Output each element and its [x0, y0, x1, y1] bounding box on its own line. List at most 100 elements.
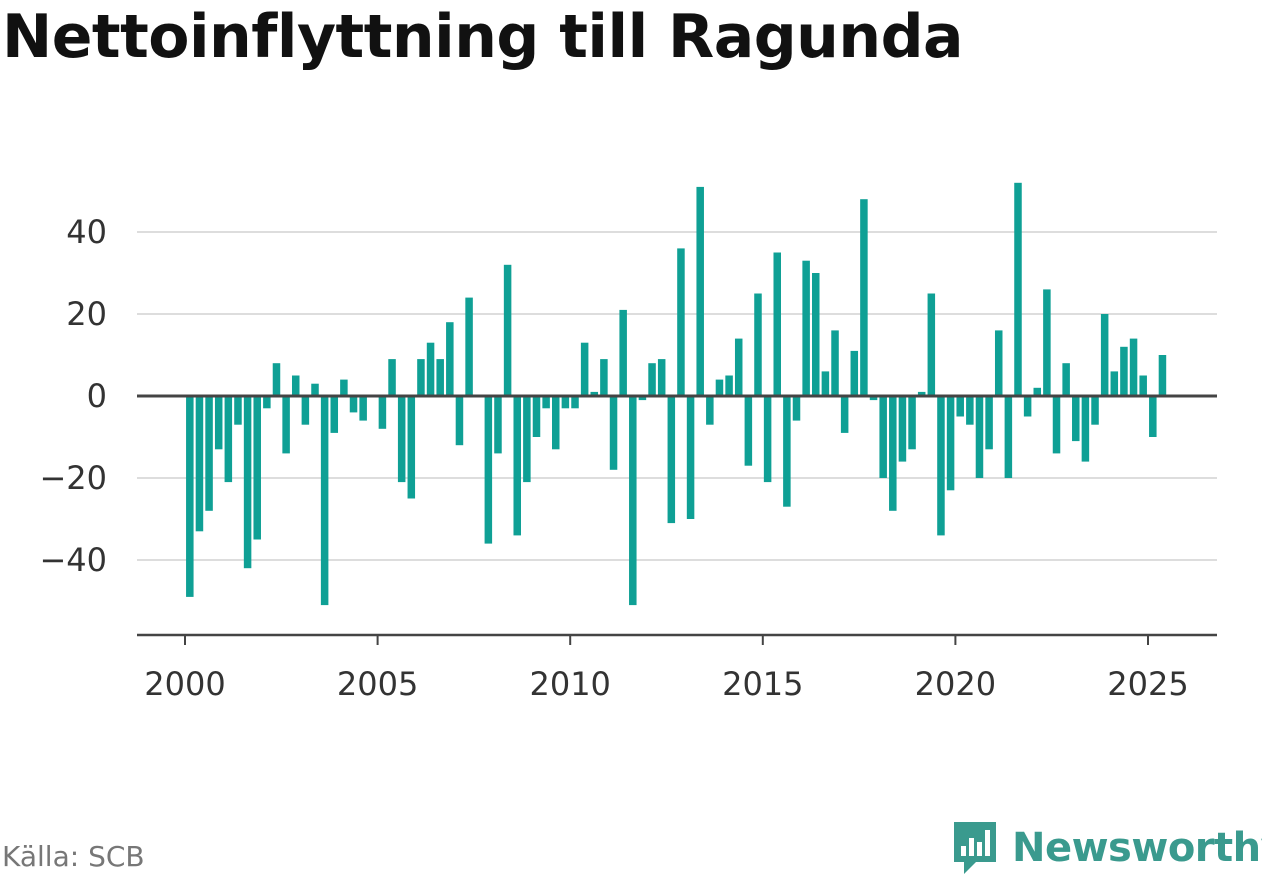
bar — [484, 396, 493, 544]
bars — [186, 182, 1167, 606]
bar — [754, 293, 762, 396]
bar — [291, 375, 300, 396]
bar — [956, 396, 964, 417]
bar — [417, 359, 425, 396]
bar — [1081, 396, 1090, 462]
bar — [253, 396, 261, 540]
bar — [532, 396, 541, 437]
bar — [1023, 396, 1032, 417]
bar — [715, 379, 724, 396]
bar — [1129, 338, 1138, 396]
newsworthy-logo[interactable]: Newsworthy — [950, 818, 1262, 878]
bar — [840, 396, 849, 433]
bar — [494, 396, 502, 454]
bar — [263, 396, 271, 409]
y-tick-label: 0 — [87, 377, 107, 415]
bar — [234, 396, 242, 425]
bar — [889, 396, 897, 511]
bar — [503, 264, 512, 396]
bar — [571, 396, 579, 409]
bar — [523, 396, 531, 483]
bar — [879, 396, 887, 478]
bar — [542, 396, 550, 409]
x-tick-label: 2000 — [144, 665, 225, 703]
y-tick-label: −20 — [39, 459, 107, 497]
bar — [465, 297, 473, 396]
bar — [340, 379, 348, 396]
bar — [696, 186, 704, 396]
bar — [243, 396, 252, 569]
bar — [937, 396, 945, 536]
bar — [590, 391, 599, 396]
bar — [388, 359, 396, 396]
x-tick-label: 2015 — [722, 665, 803, 703]
bar — [927, 293, 936, 396]
bar — [792, 396, 801, 421]
bar — [378, 396, 387, 429]
bar — [320, 396, 329, 606]
bar — [773, 252, 782, 396]
bar — [551, 396, 560, 450]
bar — [657, 359, 666, 396]
bar — [195, 396, 204, 532]
bar — [1004, 396, 1013, 478]
bar — [359, 396, 367, 421]
bar — [1072, 396, 1080, 442]
bar-chart-logo-icon — [954, 822, 996, 874]
bar — [821, 371, 830, 396]
bar — [1052, 396, 1061, 454]
bar — [802, 260, 810, 396]
bar — [1062, 363, 1070, 396]
x-tick-label: 2020 — [915, 665, 996, 703]
bar — [1120, 346, 1128, 396]
bar — [908, 396, 916, 450]
source-note: Källa: SCB — [2, 840, 145, 873]
bar — [744, 396, 753, 466]
bar — [734, 338, 743, 396]
bar — [850, 350, 859, 396]
bar — [205, 396, 213, 511]
bar — [1110, 371, 1119, 396]
bar — [311, 383, 319, 396]
bar — [831, 330, 839, 396]
bar — [812, 273, 820, 396]
bar — [1100, 314, 1109, 396]
bar — [975, 396, 984, 478]
x-tick-label: 2005 — [337, 665, 418, 703]
bar — [272, 363, 281, 396]
bar — [917, 391, 926, 396]
bar — [397, 396, 406, 483]
bar — [600, 359, 608, 396]
bar — [667, 396, 676, 524]
bar — [330, 396, 339, 433]
bar — [349, 396, 358, 413]
bar — [946, 396, 955, 491]
bar — [725, 375, 733, 396]
bar — [1033, 387, 1042, 396]
bar — [436, 359, 444, 396]
brand-name: Newsworthy — [1012, 825, 1262, 871]
bar — [214, 396, 223, 450]
bar — [455, 396, 464, 446]
bar — [966, 396, 974, 425]
bar — [860, 199, 868, 396]
bar — [224, 396, 233, 483]
bar — [677, 248, 685, 396]
bar — [513, 396, 521, 536]
gridlines — [137, 231, 1217, 561]
bar — [282, 396, 290, 454]
bar — [1091, 396, 1099, 425]
bar — [1043, 289, 1051, 396]
x-tick-label: 2025 — [1107, 665, 1188, 703]
bar — [1014, 182, 1022, 396]
bar — [763, 396, 772, 483]
bar — [609, 396, 618, 470]
bar — [301, 396, 310, 425]
bar — [629, 396, 637, 606]
bar — [1158, 355, 1167, 396]
bar — [783, 396, 791, 507]
bar — [994, 330, 1003, 396]
bar — [869, 396, 878, 401]
bar — [561, 396, 570, 409]
